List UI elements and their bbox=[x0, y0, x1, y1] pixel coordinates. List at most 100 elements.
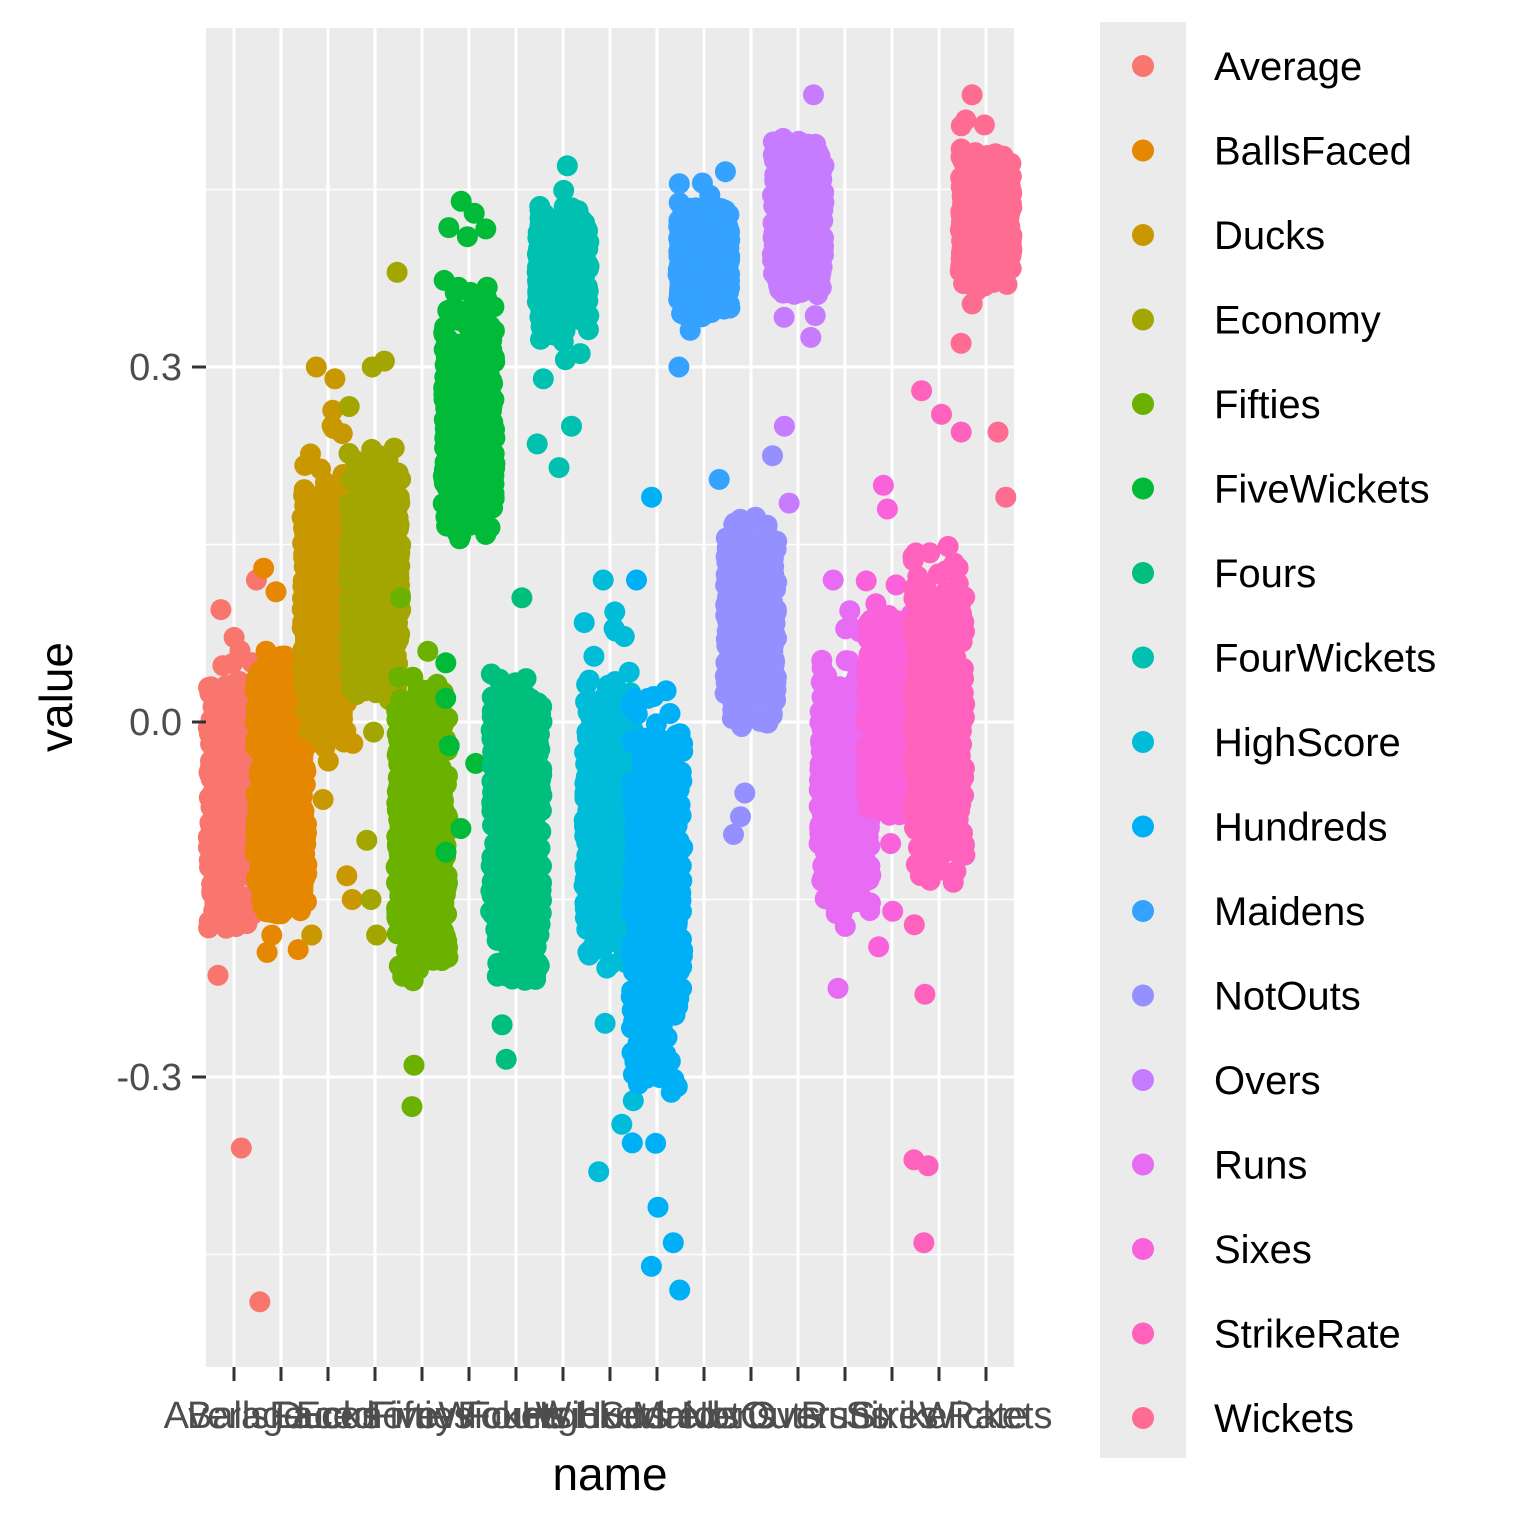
point-outlier bbox=[230, 1137, 252, 1159]
point bbox=[360, 512, 382, 533]
point bbox=[294, 757, 316, 779]
point bbox=[664, 829, 686, 851]
point bbox=[627, 1073, 649, 1095]
point bbox=[312, 595, 334, 617]
point bbox=[349, 538, 371, 559]
point bbox=[487, 771, 509, 793]
point-outlier bbox=[588, 1161, 610, 1183]
point-outlier bbox=[548, 457, 570, 479]
series-BallsFaced bbox=[244, 557, 318, 963]
point bbox=[351, 616, 373, 638]
point bbox=[468, 313, 490, 335]
point bbox=[455, 504, 477, 526]
point bbox=[475, 523, 497, 545]
point-outlier bbox=[253, 557, 275, 579]
point bbox=[556, 261, 577, 283]
point-outlier bbox=[386, 261, 408, 283]
data-points bbox=[197, 84, 1023, 1313]
point bbox=[300, 700, 322, 722]
point-outlier bbox=[403, 1054, 425, 1076]
point bbox=[649, 1067, 671, 1089]
point bbox=[581, 807, 603, 829]
point bbox=[643, 785, 665, 807]
point bbox=[274, 706, 296, 728]
series-Economy bbox=[338, 261, 412, 946]
point bbox=[506, 853, 528, 875]
point bbox=[637, 687, 659, 709]
point bbox=[577, 258, 599, 279]
point bbox=[408, 678, 430, 700]
point-outlier bbox=[495, 1048, 517, 1070]
point bbox=[525, 745, 547, 767]
point-outlier bbox=[361, 356, 383, 378]
point-outlier bbox=[669, 1279, 691, 1301]
point bbox=[416, 734, 438, 755]
point bbox=[645, 1132, 667, 1154]
point bbox=[338, 443, 360, 464]
point bbox=[468, 444, 490, 466]
point bbox=[270, 853, 292, 875]
point bbox=[204, 747, 226, 769]
point-outlier bbox=[592, 569, 614, 591]
point bbox=[554, 285, 576, 307]
point bbox=[286, 871, 308, 892]
point bbox=[245, 668, 267, 690]
point bbox=[438, 436, 460, 458]
point bbox=[659, 902, 681, 924]
point-outlier bbox=[647, 1196, 669, 1218]
point-outlier bbox=[265, 581, 287, 603]
point bbox=[411, 775, 433, 797]
point bbox=[648, 1026, 670, 1048]
point bbox=[672, 740, 694, 762]
point-outlier bbox=[336, 865, 358, 887]
point bbox=[228, 670, 250, 692]
point bbox=[528, 723, 550, 745]
point bbox=[207, 964, 229, 986]
point bbox=[581, 762, 603, 784]
point bbox=[340, 561, 362, 583]
point bbox=[223, 626, 245, 648]
point-outlier bbox=[356, 829, 378, 851]
point bbox=[645, 833, 667, 854]
point bbox=[667, 976, 689, 998]
point bbox=[481, 686, 503, 708]
point bbox=[203, 722, 225, 744]
point bbox=[291, 828, 313, 850]
point bbox=[389, 535, 411, 557]
point bbox=[212, 655, 234, 677]
point bbox=[354, 589, 376, 611]
point bbox=[576, 281, 598, 302]
point bbox=[294, 662, 316, 684]
point bbox=[468, 471, 490, 493]
point bbox=[626, 882, 648, 904]
point bbox=[585, 742, 607, 764]
point-outlier bbox=[366, 924, 388, 946]
point-outlier bbox=[341, 889, 363, 910]
point bbox=[466, 353, 488, 375]
point bbox=[356, 663, 378, 685]
point bbox=[621, 730, 643, 752]
point bbox=[311, 651, 333, 673]
point-outlier bbox=[210, 599, 232, 621]
point bbox=[484, 706, 506, 728]
point bbox=[664, 954, 686, 976]
point-outlier bbox=[511, 587, 533, 609]
point bbox=[383, 463, 405, 485]
point bbox=[400, 958, 421, 980]
point bbox=[630, 1040, 652, 1062]
point bbox=[507, 940, 529, 962]
point bbox=[655, 680, 677, 702]
point bbox=[306, 572, 328, 593]
point bbox=[585, 844, 607, 866]
point-outlier bbox=[561, 415, 582, 437]
point bbox=[274, 763, 296, 785]
point-outlier bbox=[450, 818, 472, 839]
point bbox=[300, 546, 321, 568]
point bbox=[210, 901, 232, 923]
point bbox=[393, 713, 415, 734]
point bbox=[220, 776, 242, 798]
point bbox=[438, 217, 460, 239]
point-outlier bbox=[301, 924, 323, 946]
point bbox=[412, 859, 434, 880]
